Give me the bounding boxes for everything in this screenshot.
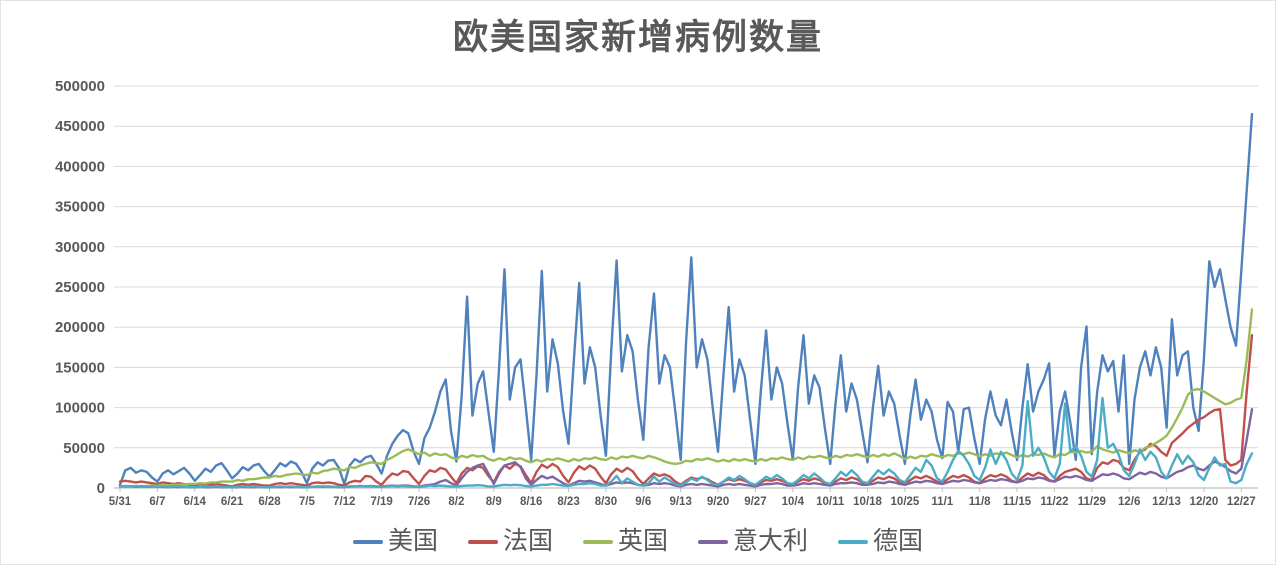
- series-line-france[interactable]: [118, 334, 1254, 488]
- legend-marker-germany-icon: [838, 539, 869, 544]
- x-tick-label-11/8: 11/8: [969, 496, 991, 508]
- legend-marker-france-icon: [467, 539, 498, 544]
- x-tick-label-7/5: 7/5: [299, 496, 316, 508]
- x-tick-label-12/20: 12/20: [1190, 496, 1219, 508]
- series-line-uk[interactable]: [118, 308, 1254, 488]
- legend-item-italy[interactable]: 意大利: [698, 529, 808, 554]
- legend-item-uk[interactable]: 英国: [582, 528, 668, 555]
- y-tick-label-50000: 50000: [63, 440, 105, 457]
- x-tick-label-9/6: 9/6: [635, 496, 651, 508]
- y-tick-label-450000: 450000: [55, 118, 105, 135]
- x-tick-label-8/30: 8/30: [595, 496, 617, 508]
- series-line-germany[interactable]: [118, 396, 1254, 489]
- chart-title: 欧美国家新增病例数量: [452, 18, 823, 57]
- x-tick-label-12/27: 12/27: [1227, 496, 1256, 508]
- x-tick-label-9/27: 9/27: [744, 496, 766, 508]
- x-tick-label-10/25: 10/25: [891, 496, 920, 508]
- x-tick-label-10/4: 10/4: [782, 496, 805, 508]
- x-tick-label-6/21: 6/21: [221, 496, 244, 508]
- x-tick-label-8/2: 8/2: [448, 496, 464, 508]
- y-tick-label-400000: 400000: [55, 158, 105, 175]
- chart-legend: 美国 法国 英国 意大利 德国: [1, 529, 1275, 554]
- x-tick-label-11/1: 11/1: [931, 496, 953, 508]
- x-tick-label-12/6: 12/6: [1118, 496, 1140, 508]
- x-tick-label-7/19: 7/19: [370, 496, 392, 508]
- y-tick-label-0: 0: [97, 480, 105, 497]
- x-tick-label-6/7: 6/7: [149, 496, 165, 508]
- y-tick-label-100000: 100000: [55, 400, 105, 417]
- x-tick-label-7/12: 7/12: [333, 496, 355, 508]
- legend-item-france[interactable]: 法国: [467, 528, 553, 555]
- legend-marker-italy-icon: [698, 539, 728, 544]
- legend-item-us[interactable]: 美国: [352, 528, 438, 555]
- x-tick-label-9/20: 9/20: [707, 496, 729, 508]
- y-tick-label-150000: 150000: [55, 359, 105, 376]
- x-tick-label-8/23: 8/23: [557, 496, 579, 508]
- y-tick-label-200000: 200000: [55, 319, 105, 336]
- x-tick-label-11/22: 11/22: [1040, 496, 1068, 508]
- x-tick-label-11/15: 11/15: [1003, 496, 1032, 508]
- legend-label-uk: 英国: [617, 528, 668, 555]
- x-tick-label-6/14: 6/14: [184, 496, 207, 508]
- x-tick-label-8/16: 8/16: [520, 496, 542, 508]
- legend-label-italy: 意大利: [733, 528, 809, 555]
- x-tick-label-5/31: 5/31: [109, 496, 132, 508]
- x-tick-label-10/18: 10/18: [853, 496, 882, 508]
- legend-label-france: 法国: [502, 528, 553, 555]
- legend-item-germany[interactable]: 德国: [838, 529, 923, 554]
- legend-marker-us-icon: [352, 539, 383, 544]
- x-tick-label-8/9: 8/9: [486, 496, 502, 508]
- y-tick-label-350000: 350000: [55, 199, 105, 216]
- x-tick-label-12/13: 12/13: [1152, 496, 1181, 508]
- y-tick-label-250000: 250000: [55, 279, 105, 296]
- x-tick-label-11/29: 11/29: [1078, 496, 1106, 508]
- y-tick-label-500000: 500000: [55, 78, 105, 95]
- legend-label-germany: 德国: [873, 528, 924, 555]
- y-tick-label-300000: 300000: [55, 239, 105, 256]
- legend-label-us: 美国: [387, 528, 438, 555]
- legend-marker-uk-icon: [582, 539, 613, 544]
- series-line-us[interactable]: [118, 112, 1254, 486]
- x-tick-label-10/11: 10/11: [816, 496, 845, 508]
- x-tick-label-6/28: 6/28: [258, 496, 281, 508]
- x-tick-label-7/26: 7/26: [408, 496, 430, 508]
- x-tick-label-9/13: 9/13: [669, 496, 691, 508]
